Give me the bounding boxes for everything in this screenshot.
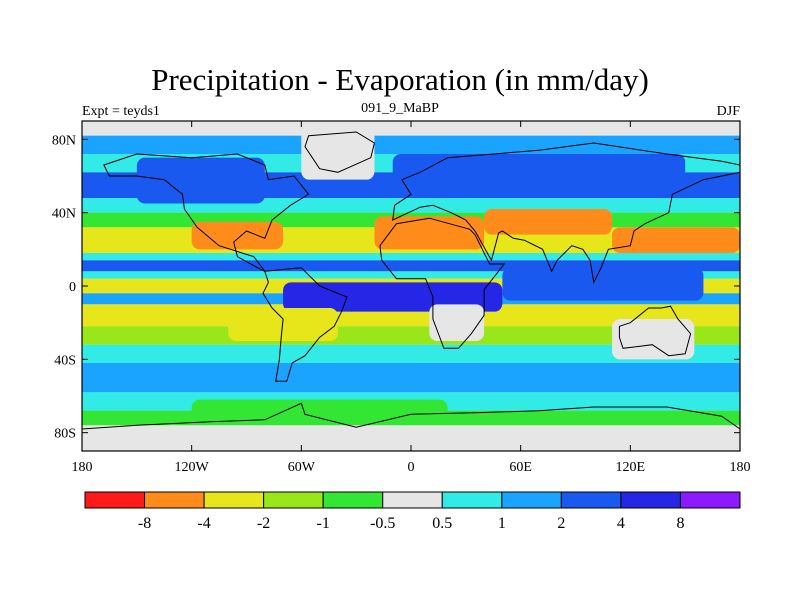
colorbar-swatch	[322, 491, 384, 509]
zonal-band-8	[82, 260, 740, 272]
season-label: DJF	[716, 104, 740, 119]
colorbar-swatch	[144, 491, 205, 509]
x-tick-label: 120E	[616, 460, 646, 475]
region-southern-ocean-green	[191, 399, 448, 418]
colorbar-swatch	[84, 491, 146, 509]
colorbar-label: -1	[317, 515, 330, 532]
region-antarctic-neutral	[82, 432, 740, 451]
axes: 180 120W 60W 0 60E 120E 180 80N 40N 0 40S 80S	[52, 120, 751, 475]
chart-title: Precipitation - Evaporation (in mm/day)	[151, 62, 649, 97]
region-asia-dry-band	[484, 209, 613, 235]
colorbar-swatch	[679, 491, 741, 509]
colorbar-swatch	[560, 491, 622, 509]
colorbar-swatch	[620, 491, 681, 509]
coastline-6	[81, 402, 741, 430]
colorbar-label: -0.5	[370, 515, 395, 532]
colorbar-swatch	[263, 491, 324, 509]
colorbar-swatch	[441, 491, 503, 509]
coastline-0	[103, 153, 310, 272]
region-n-africa-dry	[374, 216, 485, 250]
colorbar-swatch	[382, 491, 443, 509]
coastline-1	[304, 131, 375, 173]
region-pacific-dry-east	[612, 227, 740, 253]
y-tick-label: 40N	[52, 207, 76, 222]
coastline-2	[262, 267, 348, 382]
x-tick-label: 60W	[288, 460, 316, 475]
map-layer	[82, 121, 740, 451]
x-tick-label: 120W	[175, 460, 210, 475]
colorbar-label: 1	[498, 515, 506, 532]
coastline-3	[379, 217, 506, 349]
colorbar-label: 2	[557, 515, 565, 532]
region-greenland-neutral	[301, 124, 375, 180]
colorbar-label: 4	[617, 515, 625, 532]
region-indo-pacific-wet	[502, 267, 704, 301]
colorbar-swatch	[501, 491, 562, 509]
region-africa-south-neutral	[429, 304, 485, 341]
zonal-band-9	[82, 271, 740, 279]
colorbar-label: 0.5	[432, 515, 452, 532]
zonal-band-7	[82, 253, 740, 261]
region-eurasia-wet	[392, 154, 686, 195]
colorbar-label: -2	[257, 515, 270, 532]
zonal-band-14	[82, 344, 740, 363]
region-n-america-wet-north	[136, 157, 265, 204]
colorbar-label: -4	[197, 515, 210, 532]
experiment-label: Expt = teyds1	[82, 104, 160, 119]
y-tick-label: 40S	[54, 353, 76, 368]
coastline-4	[392, 142, 741, 284]
x-tick-label: 60E	[509, 460, 532, 475]
region-s-america-dry	[228, 308, 338, 341]
y-tick-label: 0	[69, 280, 76, 295]
zonal-band-0	[82, 121, 740, 136]
y-tick-label: 80S	[54, 427, 76, 442]
y-tick-label: 80N	[52, 133, 76, 148]
center-label: 091_9_MaBP	[361, 101, 439, 116]
coastlines	[81, 131, 741, 430]
region-australia-neutral	[612, 319, 695, 360]
colorbar-label: -8	[138, 515, 151, 532]
coastline-5	[618, 305, 692, 357]
x-tick-label: 0	[408, 460, 415, 475]
zonal-band-15	[82, 363, 740, 393]
x-tick-label: 180	[72, 460, 93, 475]
colorbar-swatch	[203, 491, 265, 509]
zonal-band-1	[82, 135, 740, 154]
colorbar-label: 8	[676, 515, 684, 532]
colorbar: -8 -4 -2 -1 -0.5 0.5 1 2 4 8	[84, 491, 741, 532]
x-tick-label: 180	[730, 460, 751, 475]
